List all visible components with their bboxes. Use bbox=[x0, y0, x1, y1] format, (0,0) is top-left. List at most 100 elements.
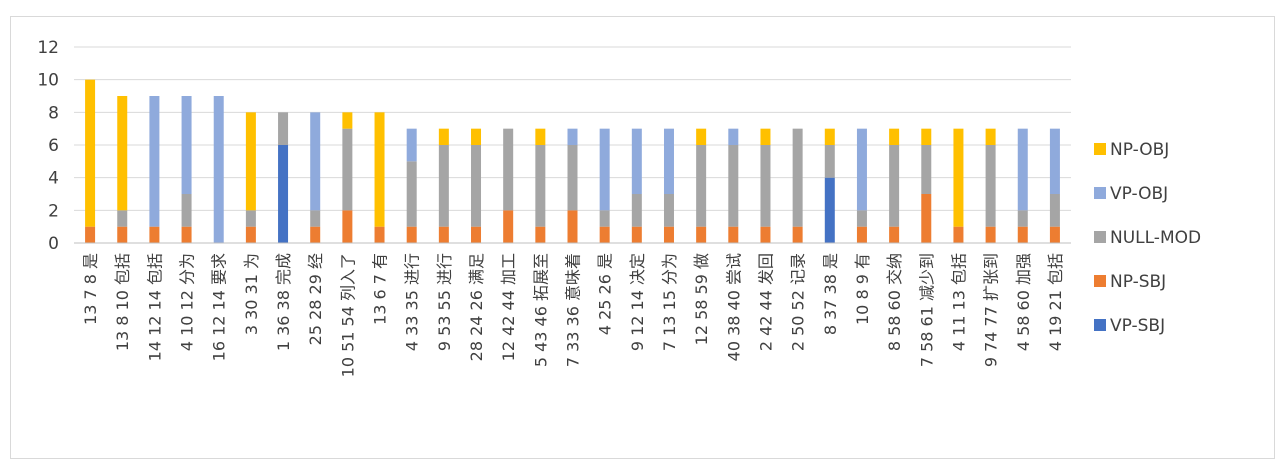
bar-segment-np-obj bbox=[117, 96, 128, 211]
bar-segment-np-sbj bbox=[535, 226, 546, 243]
x-category-label: 7 13 15 分为 bbox=[660, 253, 679, 351]
bar-segment-null-mod bbox=[181, 194, 192, 227]
bar-segment-np-obj bbox=[374, 112, 385, 227]
bar-segment-np-sbj bbox=[889, 226, 900, 243]
x-category-label: 13 8 10 包括 bbox=[113, 253, 132, 351]
x-category-label: 12 58 59 做 bbox=[692, 253, 711, 345]
x-category-label: 4 25 26 是 bbox=[596, 253, 615, 335]
bar-segment-vp-sbj bbox=[278, 145, 289, 243]
x-category-label: 8 37 38 是 bbox=[821, 253, 840, 335]
bar-segment-np-sbj bbox=[567, 210, 578, 243]
legend: NP-OBJ VP-OBJ NULL-MOD NP-SBJ VP-SBJ bbox=[1094, 140, 1201, 336]
bar-segment-vp-obj bbox=[213, 96, 224, 243]
bar-segment-null-mod bbox=[792, 128, 803, 227]
x-category-label: 8 58 60 交纳 bbox=[885, 253, 904, 351]
bar-segment-null-mod bbox=[535, 145, 546, 227]
bar-segment-null-mod bbox=[856, 210, 867, 227]
x-category-label: 9 12 14 决定 bbox=[628, 253, 647, 351]
legend-swatch bbox=[1094, 187, 1106, 199]
bar-segment-vp-obj bbox=[599, 128, 610, 211]
bars bbox=[85, 79, 1060, 243]
y-axis-ticks: 0 2 4 6 8 10 12 bbox=[37, 38, 59, 254]
bar-segment-np-sbj bbox=[663, 226, 674, 243]
bar-segment-vp-obj bbox=[181, 96, 192, 194]
legend-swatch bbox=[1094, 275, 1106, 287]
bar-segment-null-mod bbox=[921, 145, 932, 194]
bar-segment-np-sbj bbox=[503, 210, 514, 243]
bar-segment-vp-obj bbox=[856, 128, 867, 211]
x-category-label: 25 28 29 经 bbox=[306, 253, 325, 345]
bar-segment-vp-obj bbox=[1017, 128, 1028, 211]
bar-segment-np-sbj bbox=[631, 226, 642, 243]
bar-segment-null-mod bbox=[406, 161, 417, 227]
bar-segment-np-obj bbox=[471, 128, 482, 145]
bar-segment-np-sbj bbox=[856, 226, 867, 243]
x-category-label: 2 42 44 发回 bbox=[756, 253, 775, 351]
bar-segment-vp-obj bbox=[149, 96, 160, 227]
bar-segment-null-mod bbox=[760, 145, 771, 227]
bar-segment-null-mod bbox=[342, 128, 353, 211]
bar-segment-null-mod bbox=[696, 145, 707, 227]
legend-swatch bbox=[1094, 319, 1106, 331]
category-labels: 13 7 8 是 13 8 10 包括 14 12 14 包括 4 10 12 分为 1… bbox=[81, 253, 1065, 377]
bar-segment-np-obj bbox=[85, 79, 96, 227]
bar-segment-null-mod bbox=[278, 112, 289, 145]
bar-segment-np-obj bbox=[438, 128, 449, 145]
y-tick-label: 8 bbox=[48, 103, 59, 123]
bar-segment-vp-obj bbox=[406, 128, 417, 162]
bar-segment-null-mod bbox=[245, 210, 256, 227]
y-tick-label: 4 bbox=[48, 169, 59, 189]
x-category-label: 13 7 8 是 bbox=[81, 253, 100, 325]
bar-segment-np-sbj bbox=[728, 226, 739, 243]
legend-label: NP-SBJ bbox=[1110, 272, 1166, 292]
x-category-label: 9 74 77 扩张到 bbox=[982, 253, 1001, 367]
legend-swatch bbox=[1094, 231, 1106, 243]
bar-segment-vp-obj bbox=[1049, 128, 1060, 194]
legend-label: NULL-MOD bbox=[1110, 228, 1201, 248]
bar-segment-np-sbj bbox=[117, 226, 128, 243]
bar-segment-np-sbj bbox=[792, 226, 803, 243]
chart-frame: 0 2 4 6 8 10 12 13 7 8 是 13 8 10 包括 14 12 14 包括 4… bbox=[10, 16, 1275, 459]
bar-segment-np-sbj bbox=[921, 194, 932, 243]
bar-segment-np-obj bbox=[696, 128, 707, 145]
legend-label: VP-SBJ bbox=[1110, 316, 1165, 336]
x-category-label: 2 50 52 记录 bbox=[789, 253, 808, 351]
bar-segment-np-obj bbox=[245, 112, 256, 211]
bar-segment-np-sbj bbox=[953, 226, 964, 243]
bar-segment-np-sbj bbox=[471, 226, 482, 243]
bar-segment-null-mod bbox=[310, 210, 321, 227]
legend-label: VP-OBJ bbox=[1110, 184, 1168, 204]
x-category-label: 10 51 54 列入了 bbox=[338, 253, 357, 377]
x-category-label: 7 33 36 意味着 bbox=[564, 253, 583, 367]
bar-segment-np-obj bbox=[535, 128, 546, 145]
y-tick-label: 0 bbox=[48, 234, 59, 254]
x-category-label: 16 12 14 要求 bbox=[210, 253, 229, 361]
bar-segment-null-mod bbox=[471, 145, 482, 227]
bar-segment-vp-obj bbox=[310, 112, 321, 211]
bar-segment-null-mod bbox=[438, 145, 449, 227]
x-category-label: 14 12 14 包括 bbox=[145, 253, 164, 361]
bar-segment-np-obj bbox=[889, 128, 900, 145]
bar-segment-np-sbj bbox=[149, 226, 160, 243]
bar-segment-np-sbj bbox=[374, 226, 385, 243]
bar-segment-np-sbj bbox=[760, 226, 771, 243]
bar-segment-np-sbj bbox=[599, 226, 610, 243]
x-category-label: 13 6 7 有 bbox=[371, 253, 390, 325]
x-category-label: 4 10 12 分为 bbox=[178, 253, 197, 351]
bar-segment-vp-obj bbox=[567, 128, 578, 145]
y-tick-label: 10 bbox=[37, 71, 59, 91]
bar-segment-null-mod bbox=[824, 145, 835, 178]
y-tick-label: 2 bbox=[48, 201, 59, 221]
legend-swatch bbox=[1094, 143, 1106, 155]
x-category-label: 9 53 55 进行 bbox=[435, 253, 454, 351]
bar-segment-null-mod bbox=[663, 194, 674, 227]
x-category-label: 1 36 38 完成 bbox=[274, 253, 293, 351]
bar-segment-np-obj bbox=[953, 128, 964, 227]
bar-segment-vp-obj bbox=[728, 128, 739, 145]
bar-segment-np-sbj bbox=[245, 226, 256, 243]
bar-segment-np-obj bbox=[921, 128, 932, 145]
y-tick-label: 6 bbox=[48, 136, 59, 156]
bar-segment-np-sbj bbox=[310, 226, 321, 243]
x-category-label: 3 30 31 为 bbox=[242, 253, 261, 335]
bar-segment-vp-obj bbox=[631, 128, 642, 194]
